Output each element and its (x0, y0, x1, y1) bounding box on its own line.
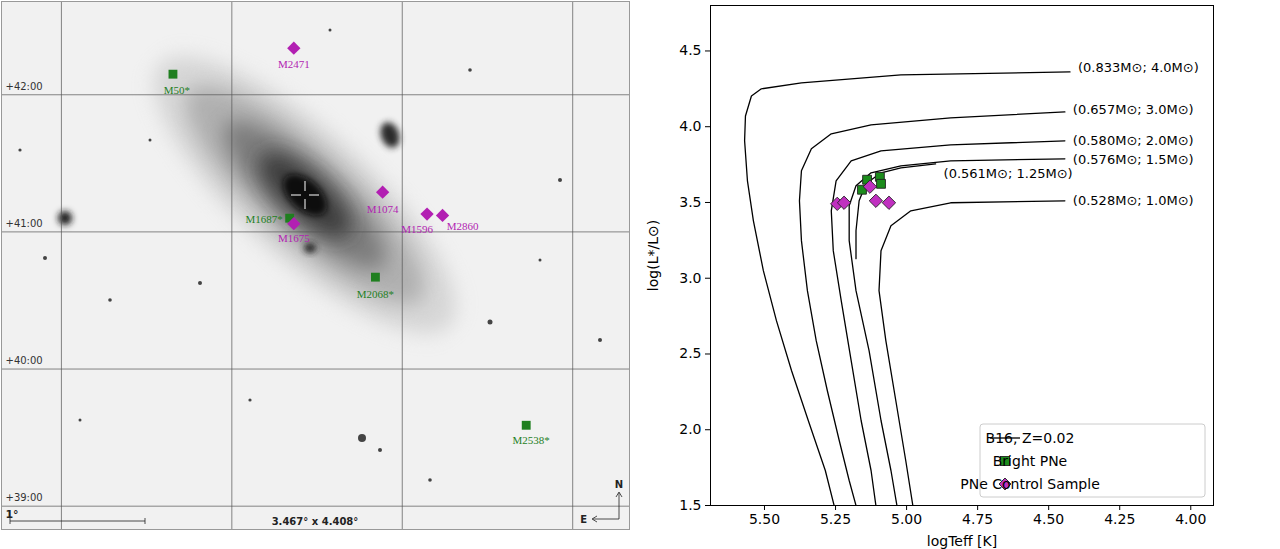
svg-text:4.25: 4.25 (1104, 511, 1135, 527)
svg-text:+42:00: +42:00 (6, 81, 43, 92)
svg-text:1°: 1° (5, 508, 18, 521)
svg-text:2.0: 2.0 (679, 421, 701, 437)
svg-text:M2538*: M2538* (513, 434, 550, 446)
svg-text:+40:00: +40:00 (6, 355, 43, 366)
svg-text:(0.528M⊙; 1.0M⊙): (0.528M⊙; 1.0M⊙) (1073, 193, 1194, 208)
svg-text:logTeff [K]: logTeff [K] (927, 533, 997, 549)
svg-text:N: N (615, 479, 623, 490)
svg-text:M1687*: M1687* (245, 213, 282, 225)
svg-text:+39:00: +39:00 (6, 492, 43, 503)
svg-text:4.5: 4.5 (679, 42, 701, 58)
svg-text:M2471: M2471 (278, 58, 310, 70)
svg-text:4.0: 4.0 (679, 118, 701, 134)
svg-text:3.0: 3.0 (679, 270, 701, 286)
svg-text:B16, Z=0.02: B16, Z=0.02 (986, 430, 1075, 446)
svg-text:4.75: 4.75 (962, 511, 993, 527)
svg-text:4.00: 4.00 (1175, 511, 1206, 527)
svg-text:(0.833M⊙; 4.0M⊙): (0.833M⊙; 4.0M⊙) (1078, 60, 1199, 75)
svg-text:M1596: M1596 (401, 223, 433, 235)
svg-text:M50*: M50* (164, 84, 190, 96)
svg-text:4.50: 4.50 (1033, 511, 1064, 527)
svg-text:5.50: 5.50 (749, 511, 780, 527)
svg-text:3.5: 3.5 (679, 194, 701, 210)
svg-text:(0.561M⊙; 1.25M⊙): (0.561M⊙; 1.25M⊙) (944, 166, 1073, 181)
svg-text:5.25: 5.25 (820, 511, 851, 527)
svg-text:M2068*: M2068* (357, 288, 394, 300)
svg-text:3.467° x 4.408°: 3.467° x 4.408° (272, 516, 359, 527)
svg-text:M2860: M2860 (447, 220, 479, 232)
svg-text:2.5: 2.5 (679, 345, 701, 361)
svg-text:5.00: 5.00 (891, 511, 922, 527)
svg-text:(0.576M⊙; 1.5M⊙): (0.576M⊙; 1.5M⊙) (1073, 152, 1194, 167)
svg-text:M1074: M1074 (367, 203, 399, 215)
svg-text:+41:00: +41:00 (6, 218, 43, 229)
svg-text:M1675: M1675 (278, 232, 310, 244)
svg-text:Bright PNe: Bright PNe (993, 453, 1067, 469)
svg-text:E: E (580, 514, 587, 525)
svg-text:(0.657M⊙; 3.0M⊙): (0.657M⊙; 3.0M⊙) (1073, 102, 1194, 117)
svg-text:log(L*/L⊙): log(L*/L⊙) (645, 220, 661, 291)
svg-text:1.5: 1.5 (679, 497, 701, 513)
svg-text:(0.580M⊙; 2.0M⊙): (0.580M⊙; 2.0M⊙) (1073, 133, 1194, 148)
svg-text:PNe Control Sample: PNe Control Sample (960, 476, 1100, 492)
